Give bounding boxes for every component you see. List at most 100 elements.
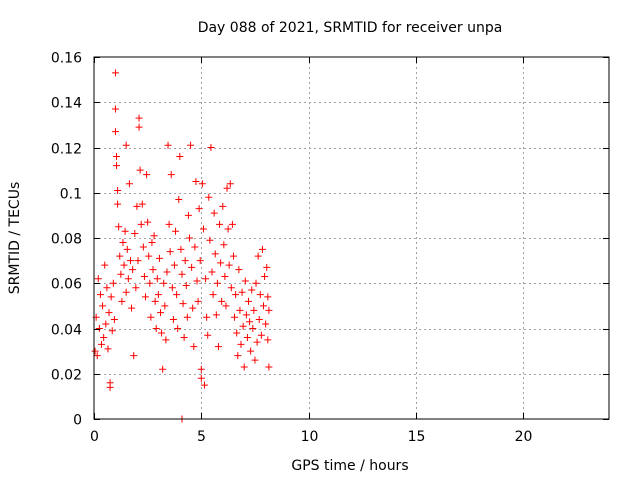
data-point	[219, 202, 227, 210]
data-point	[150, 232, 158, 240]
data-point	[95, 325, 103, 332]
data-point	[146, 279, 154, 287]
data-point	[174, 325, 182, 332]
data-point	[254, 252, 262, 260]
data-point	[151, 297, 159, 305]
data-point	[148, 239, 156, 247]
data-point	[216, 220, 224, 228]
data-point	[120, 261, 128, 269]
data-point	[169, 315, 177, 323]
data-point	[220, 241, 228, 249]
data-point	[193, 277, 201, 285]
data-point	[194, 297, 202, 305]
data-point	[107, 293, 115, 301]
data-point	[110, 315, 118, 323]
data-point	[91, 347, 99, 355]
data-point	[99, 302, 107, 310]
data-point	[224, 225, 232, 233]
data-point	[105, 309, 113, 317]
data-point	[176, 153, 184, 161]
y-tick-label: 0.02	[51, 368, 82, 384]
data-point	[258, 245, 266, 253]
data-point	[117, 270, 125, 278]
data-point	[181, 257, 189, 265]
data-point	[133, 202, 141, 210]
x-tick-label: 5	[197, 429, 206, 445]
data-point	[256, 291, 264, 299]
axis-ticks: 0 5 10 15 20 0 0.02 0.04 0.06 0.08 0.1 0.12 0.14 0.16	[51, 51, 609, 445]
data-point	[163, 268, 171, 276]
data-point	[125, 180, 133, 188]
data-point	[137, 220, 145, 228]
data-point	[179, 300, 187, 308]
x-tick-label: 0	[90, 429, 99, 445]
data-point	[202, 275, 210, 283]
data-point	[149, 266, 157, 274]
data-point	[235, 266, 243, 274]
data-point	[242, 311, 250, 319]
data-point	[222, 302, 230, 310]
data-point	[250, 306, 258, 314]
data-point	[234, 352, 242, 360]
data-point	[238, 288, 246, 296]
data-point	[198, 180, 206, 188]
data-point	[175, 196, 183, 204]
data-point	[113, 162, 121, 170]
data-point	[221, 272, 229, 280]
data-point	[147, 313, 155, 321]
data-point	[152, 325, 160, 332]
data-point	[102, 320, 110, 328]
data-point	[165, 220, 173, 228]
data-point	[170, 261, 178, 269]
data-point	[241, 277, 249, 285]
data-point	[206, 236, 214, 244]
data-point	[129, 266, 137, 274]
data-point	[100, 334, 108, 342]
data-point	[207, 144, 215, 151]
data-point	[185, 234, 193, 242]
data-point	[233, 329, 241, 337]
data-point	[139, 243, 147, 251]
y-tick-label: 0.04	[51, 323, 82, 339]
data-point	[218, 297, 226, 305]
data-point	[122, 141, 130, 149]
data-point	[255, 315, 263, 323]
data-point	[109, 279, 117, 287]
y-tick-label: 0.12	[51, 142, 82, 158]
data-point	[136, 166, 144, 174]
data-point	[108, 327, 116, 335]
data-point	[252, 279, 260, 287]
data-point	[94, 275, 102, 283]
data-point	[190, 343, 198, 351]
data-point	[208, 268, 216, 276]
data-point	[225, 261, 233, 269]
data-point	[111, 69, 119, 77]
data-point	[178, 270, 186, 278]
data-point	[214, 343, 222, 351]
chart-title: Day 088 of 2021, SRMTID for receiver unp…	[198, 20, 503, 36]
data-point	[264, 293, 272, 301]
data-point	[264, 336, 272, 344]
data-point	[262, 320, 270, 328]
x-tick-label: 15	[408, 429, 426, 445]
data-point	[164, 141, 172, 149]
data-point	[196, 257, 204, 265]
data-point	[223, 184, 231, 192]
data-point	[161, 302, 169, 310]
x-tick-label: 20	[515, 429, 533, 445]
data-point	[192, 177, 200, 185]
data-point	[197, 374, 205, 382]
data-point	[184, 211, 192, 219]
data-point	[187, 141, 195, 149]
data-point	[154, 291, 162, 299]
data-point	[204, 331, 212, 339]
data-point	[162, 336, 170, 344]
data-point	[226, 180, 234, 188]
data-point	[128, 304, 136, 312]
data-point	[130, 352, 138, 360]
data-point	[168, 284, 176, 292]
data-point	[158, 329, 166, 337]
data-point	[265, 363, 273, 371]
data-point	[197, 365, 205, 373]
